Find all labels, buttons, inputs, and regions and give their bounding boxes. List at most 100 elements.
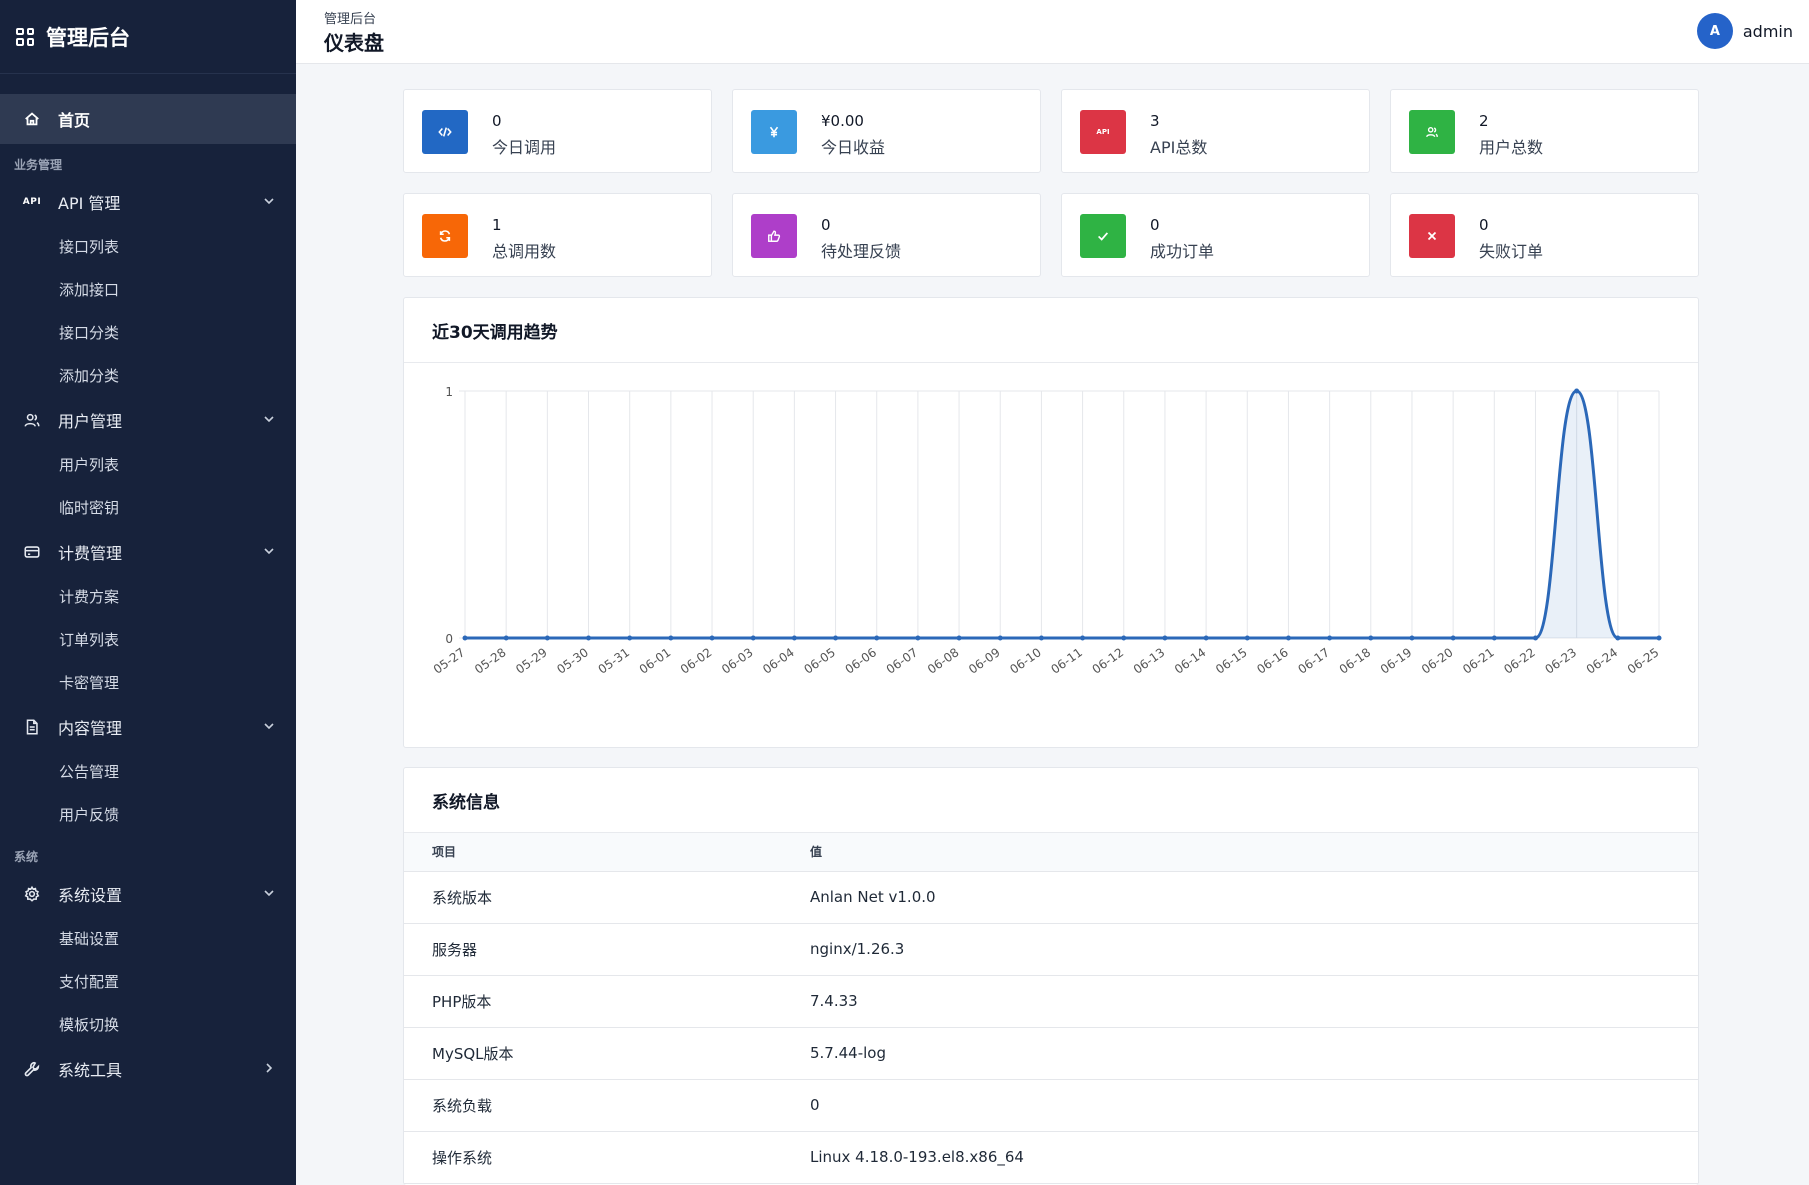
x-tick-label: 06-19 bbox=[1378, 645, 1415, 676]
data-point bbox=[1162, 635, 1168, 641]
x-tick-label: 06-12 bbox=[1090, 645, 1127, 676]
sidebar-item-billing[interactable]: 计费管理 bbox=[0, 529, 296, 575]
data-point bbox=[1615, 635, 1621, 641]
row-value: 5.7.44-log bbox=[810, 1027, 1698, 1080]
x-tick-label: 06-03 bbox=[719, 645, 756, 676]
stat-card-today-revenue: ¥0.00 今日收益 bbox=[732, 89, 1041, 173]
grid-icon bbox=[16, 27, 34, 46]
panel-title: 系统信息 bbox=[404, 768, 1698, 833]
x-tick-label: 06-16 bbox=[1254, 645, 1291, 676]
data-point bbox=[627, 635, 633, 641]
sidebar-subitem-basic-settings[interactable]: 基础设置 bbox=[59, 930, 120, 948]
data-point bbox=[997, 635, 1003, 641]
x-tick-label: 06-06 bbox=[843, 645, 880, 676]
chart-area: 0 1 05-27 05-28 05-29 05-30 05-31 06-01 06-02 06-… bbox=[404, 364, 1698, 752]
x-icon bbox=[1409, 214, 1455, 258]
x-tick-label: 06-17 bbox=[1295, 645, 1332, 676]
sidebar-item-users[interactable]: 用户管理 bbox=[0, 397, 296, 443]
table-row: 服务器 nginx/1.26.3 bbox=[404, 923, 1698, 976]
sidebar-subitem-plans[interactable]: 计费方案 bbox=[59, 588, 120, 606]
stat-card-api-total: API 3 API总数 bbox=[1061, 89, 1370, 173]
avatar: A bbox=[1696, 13, 1733, 49]
row-value: Anlan Net v1.0.0 bbox=[810, 871, 1698, 924]
sidebar-item-label: 系统工具 bbox=[58, 1061, 123, 1080]
check-icon bbox=[1080, 214, 1126, 258]
sidebar-subitem-api-list[interactable]: 接口列表 bbox=[59, 238, 120, 256]
table-row: MySQL版本 5.7.44-log bbox=[404, 1027, 1698, 1080]
stat-label: 成功订单 bbox=[1150, 242, 1215, 261]
table-row: 系统版本 Anlan Net v1.0.0 bbox=[404, 871, 1698, 924]
stat-card-user-total: 2 用户总数 bbox=[1390, 89, 1699, 173]
wrench-icon bbox=[22, 1059, 42, 1079]
x-tick-label: 06-08 bbox=[925, 645, 962, 676]
stat-label: 失败订单 bbox=[1479, 242, 1544, 261]
sidebar-subitem-payment-config[interactable]: 支付配置 bbox=[59, 973, 120, 991]
stat-card-today-calls: 0 今日调用 bbox=[403, 89, 712, 173]
series-line bbox=[464, 389, 1659, 640]
stat-label: API总数 bbox=[1150, 138, 1208, 157]
x-tick-label: 06-20 bbox=[1419, 645, 1456, 676]
data-point bbox=[709, 635, 715, 641]
sidebar-subitem-announcements[interactable]: 公告管理 bbox=[59, 763, 120, 781]
sidebar-item-label: 系统设置 bbox=[58, 886, 123, 905]
api-icon: API bbox=[1080, 110, 1126, 154]
sidebar-subitem-template-switch[interactable]: 模板切换 bbox=[59, 1016, 120, 1034]
x-tick-label: 06-13 bbox=[1131, 645, 1168, 676]
sidebar-subitem-cards[interactable]: 卡密管理 bbox=[59, 674, 120, 692]
panel-title: 近30天调用趋势 bbox=[404, 298, 1698, 363]
table-header-row: 项目 值 bbox=[404, 833, 1698, 872]
x-tick-label: 06-14 bbox=[1172, 645, 1209, 676]
x-tick-label: 06-21 bbox=[1460, 645, 1497, 676]
sidebar-subitem-temp-keys[interactable]: 临时密钥 bbox=[59, 499, 120, 517]
sidebar-item-settings[interactable]: 系统设置 bbox=[0, 871, 296, 917]
breadcrumb[interactable]: 管理后台 bbox=[324, 12, 377, 27]
data-point bbox=[668, 635, 674, 641]
sidebar-item-api[interactable]: API API 管理 bbox=[0, 179, 296, 225]
data-point bbox=[750, 635, 756, 641]
x-tick-label: 06-11 bbox=[1048, 645, 1085, 676]
brand[interactable]: 管理后台 bbox=[0, 0, 296, 74]
x-tick-label: 06-10 bbox=[1007, 645, 1044, 676]
row-label: 操作系统 bbox=[404, 1131, 810, 1184]
x-tick-label: 06-15 bbox=[1213, 645, 1250, 676]
api-icon: API bbox=[22, 197, 42, 207]
home-icon bbox=[22, 109, 42, 129]
system-info-panel: 系统信息 项目 值 系统版本 Anlan Net v1.0.0 服务器 ngin… bbox=[403, 767, 1699, 1185]
x-tick-label: 05-30 bbox=[554, 645, 591, 676]
x-tick-label: 06-09 bbox=[966, 645, 1003, 676]
user-menu[interactable]: A admin bbox=[1696, 13, 1793, 49]
sidebar-subitem-user-list[interactable]: 用户列表 bbox=[59, 456, 120, 474]
data-point bbox=[915, 635, 921, 641]
stat-card-total-calls: 1 总调用数 bbox=[403, 193, 712, 277]
table-row: PHP版本 7.4.33 bbox=[404, 975, 1698, 1028]
chevron-down-icon bbox=[264, 198, 274, 205]
sidebar-item-home[interactable]: 首页 bbox=[0, 94, 296, 144]
sidebar: 管理后台 首页 业务管理 API API 管理 接口列表 添加接口 接口分类 添… bbox=[0, 0, 296, 1185]
data-point bbox=[1203, 635, 1209, 641]
table-row: 系统负载 0 bbox=[404, 1079, 1698, 1132]
data-point bbox=[874, 635, 880, 641]
sidebar-item-content[interactable]: 内容管理 bbox=[0, 704, 296, 750]
sidebar-subitem-category-add[interactable]: 添加分类 bbox=[59, 367, 120, 385]
sidebar-item-tools[interactable]: 系统工具 bbox=[0, 1046, 296, 1092]
stat-card-failed-orders: 0 失败订单 bbox=[1390, 193, 1699, 277]
x-tick-label: 06-23 bbox=[1543, 645, 1580, 676]
column-header-value: 值 bbox=[810, 833, 1698, 872]
data-point bbox=[1656, 635, 1662, 641]
system-info-table: 项目 值 系统版本 Anlan Net v1.0.0 服务器 nginx/1.2… bbox=[404, 833, 1698, 1184]
stat-label: 用户总数 bbox=[1479, 138, 1544, 157]
data-point bbox=[1285, 635, 1291, 641]
data-point bbox=[1532, 635, 1538, 641]
sidebar-subitem-feedback[interactable]: 用户反馈 bbox=[59, 806, 120, 824]
refresh-icon bbox=[422, 214, 468, 258]
x-tick-label: 06-01 bbox=[637, 645, 674, 676]
sidebar-nav: 首页 业务管理 API API 管理 接口列表 添加接口 接口分类 添加分类 用… bbox=[0, 74, 296, 1092]
sidebar-subitem-api-category[interactable]: 接口分类 bbox=[59, 324, 120, 342]
column-header-item: 项目 bbox=[404, 833, 810, 872]
data-point bbox=[1038, 635, 1044, 641]
x-tick-label: 05-31 bbox=[596, 645, 633, 676]
sidebar-subitem-api-add[interactable]: 添加接口 bbox=[59, 281, 120, 299]
chevron-down-icon bbox=[264, 723, 274, 730]
sidebar-subitem-orders[interactable]: 订单列表 bbox=[59, 631, 120, 649]
